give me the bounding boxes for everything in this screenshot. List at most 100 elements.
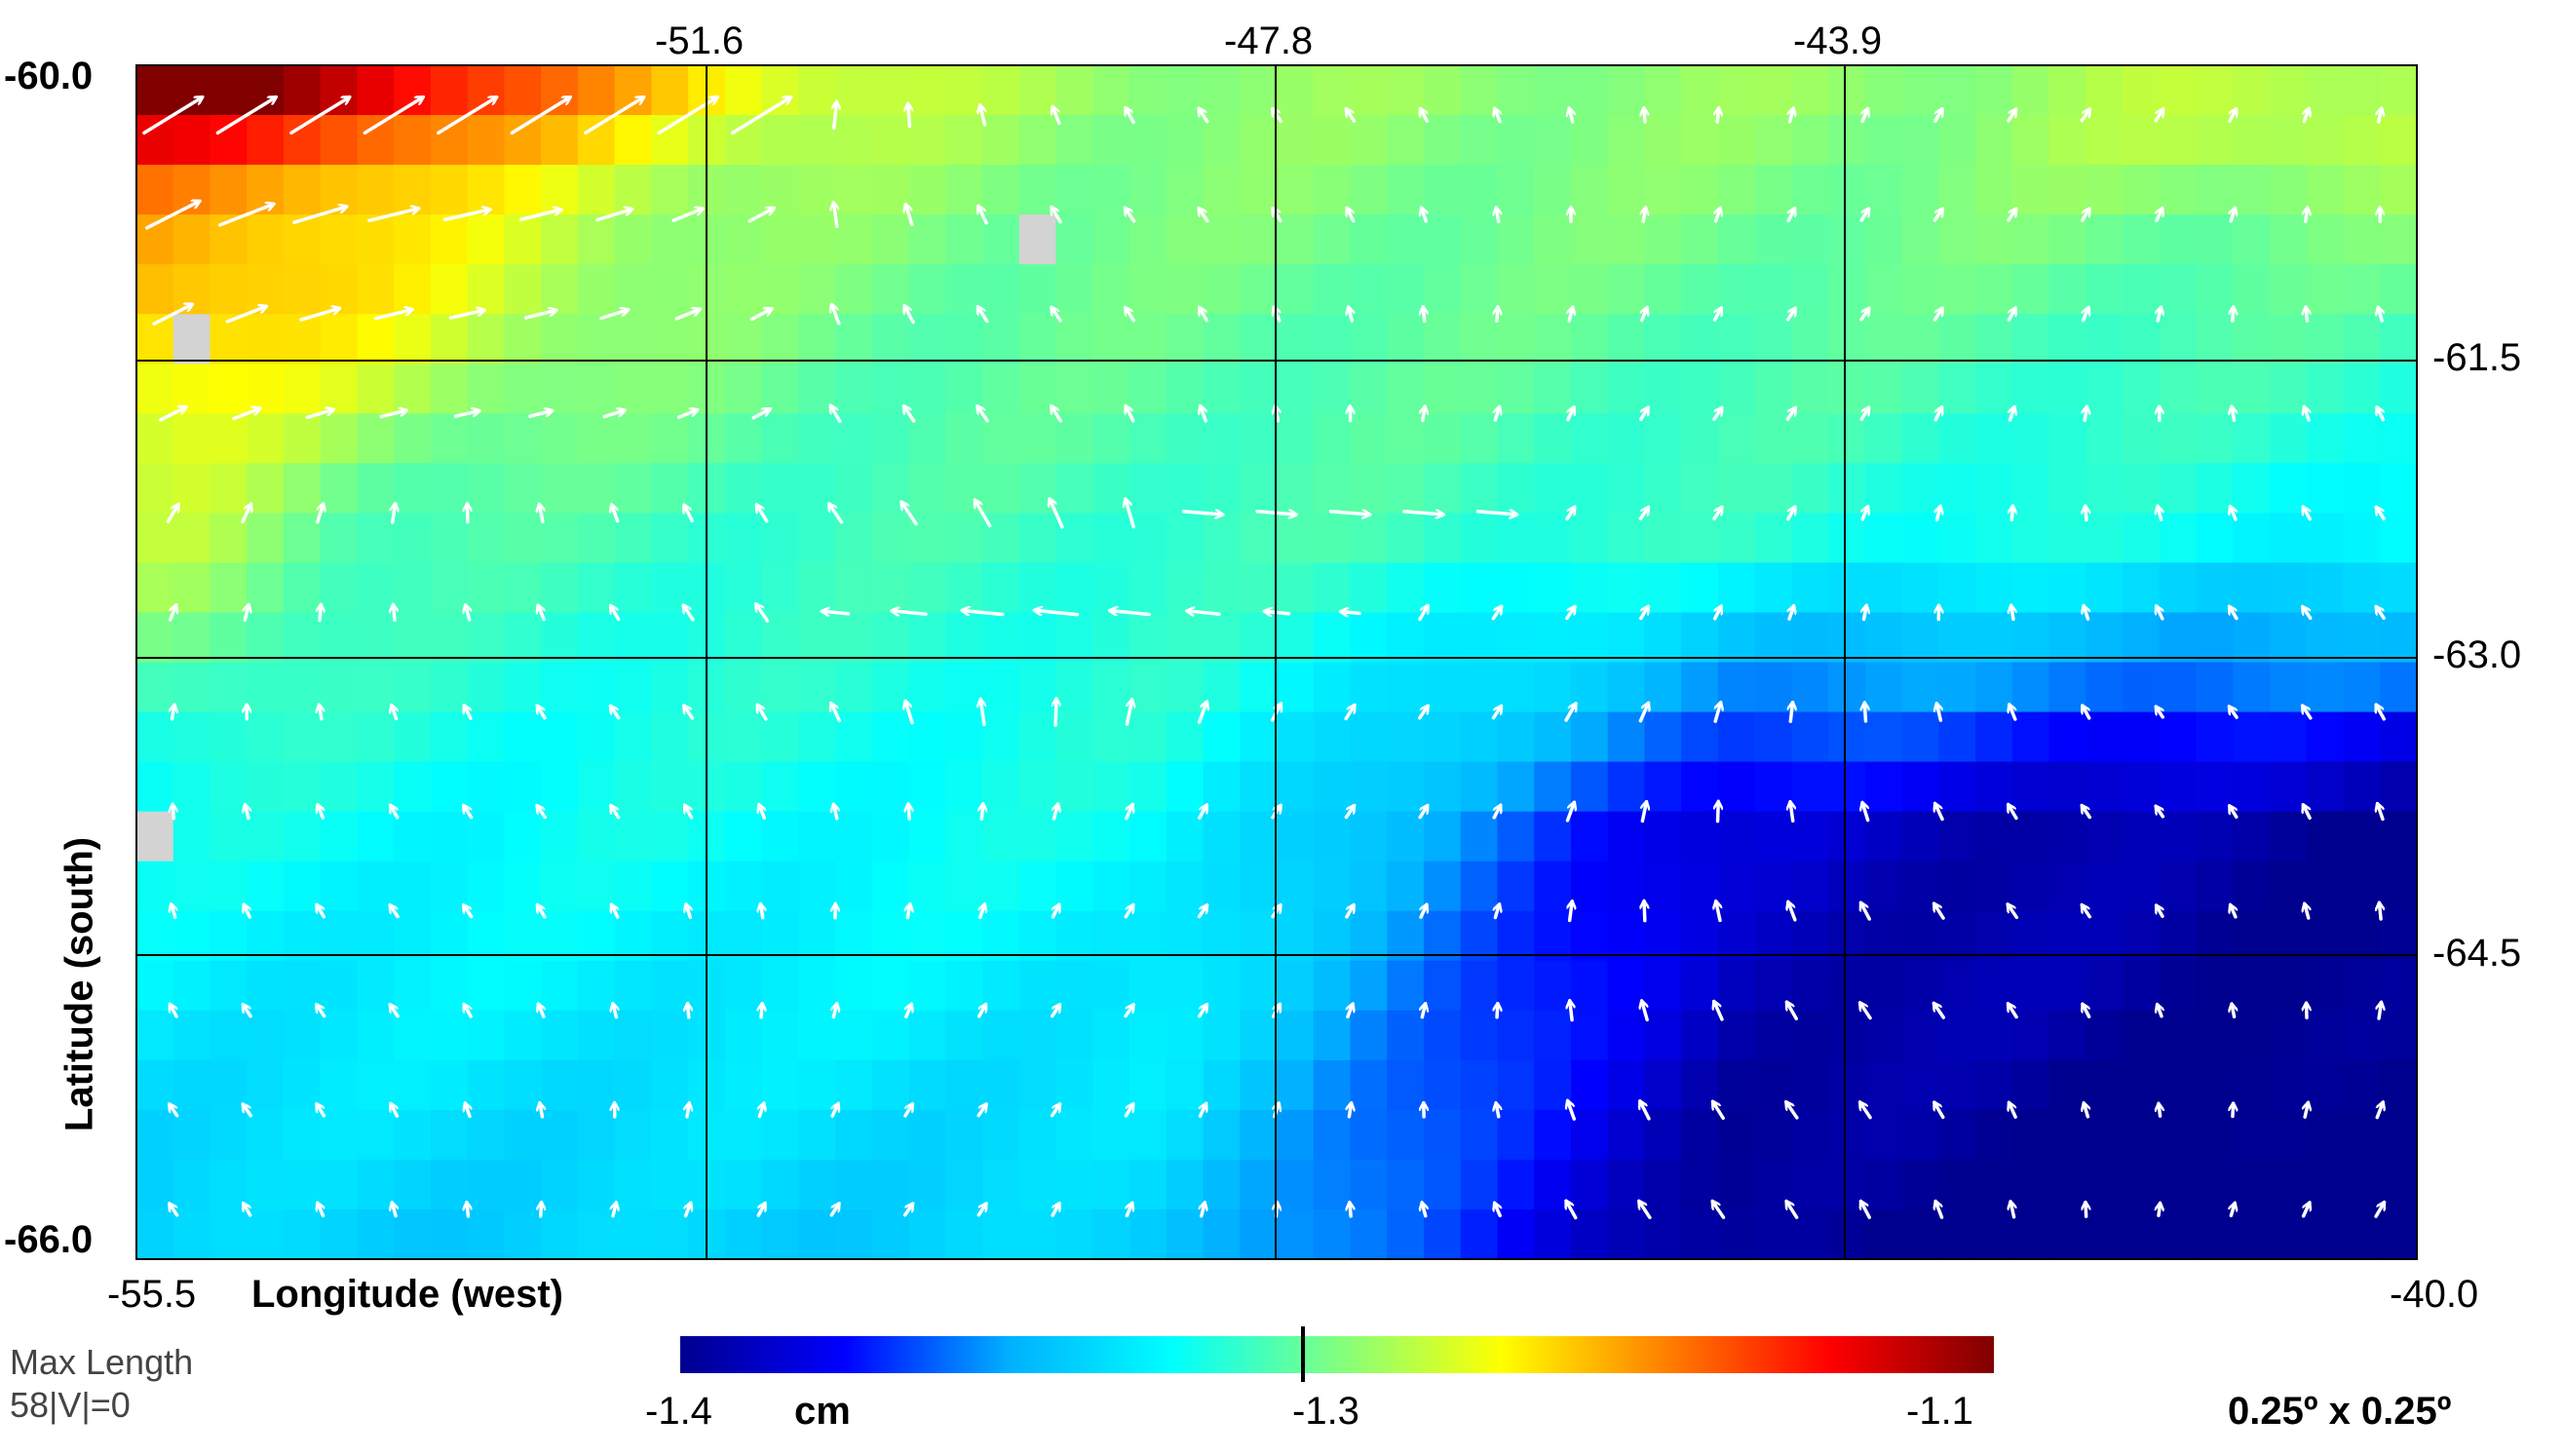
heatmap-cell xyxy=(614,662,652,713)
heatmap-cell xyxy=(1497,314,1535,364)
heatmap-cell xyxy=(2123,711,2161,763)
heatmap-cell xyxy=(1681,165,1719,215)
heatmap-cell xyxy=(1791,960,1829,1012)
heatmap-cell xyxy=(2343,1010,2381,1061)
current-vector-arrow xyxy=(232,408,260,421)
heatmap-cell xyxy=(394,612,432,664)
heatmap-cell xyxy=(2306,1159,2345,1210)
heatmap-cell xyxy=(2123,165,2161,215)
heatmap-cell xyxy=(1975,65,2013,116)
heatmap-cell xyxy=(1055,562,1093,614)
heatmap-cell xyxy=(982,1159,1020,1210)
heatmap-cell xyxy=(467,115,506,166)
heatmap-cell xyxy=(724,413,763,464)
heatmap-cell xyxy=(394,214,432,265)
heatmap-cell xyxy=(1460,910,1499,962)
heatmap-cell xyxy=(1681,1208,1719,1260)
heatmap-cell xyxy=(1166,1109,1205,1161)
current-vector-arrow xyxy=(2156,707,2164,719)
heatmap-cell xyxy=(210,910,248,962)
heatmap-cell xyxy=(1754,711,1792,763)
current-vector-arrow xyxy=(1786,1102,1799,1120)
heatmap-cell xyxy=(651,165,689,215)
current-vector-arrow xyxy=(1052,406,1062,423)
current-vector-arrow xyxy=(2007,109,2016,123)
heatmap-cell xyxy=(2196,413,2234,464)
heatmap-cell xyxy=(1938,1159,1976,1210)
heatmap-cell xyxy=(577,861,616,912)
heatmap-cell xyxy=(2086,612,2124,664)
current-vector-arrow xyxy=(537,806,547,820)
heatmap-cell xyxy=(172,1059,211,1111)
current-vector-arrow xyxy=(1052,307,1062,323)
heatmap-cell xyxy=(1975,910,2013,962)
heatmap-cell xyxy=(283,562,322,614)
heatmap-cell xyxy=(1497,811,1535,862)
heatmap-cell xyxy=(320,513,359,564)
heatmap-cell xyxy=(1092,413,1130,464)
heatmap-cell xyxy=(1460,761,1499,813)
heatmap-cell xyxy=(2011,960,2050,1012)
heatmap-cell xyxy=(2086,1159,2124,1210)
heatmap-cell xyxy=(908,463,946,514)
heatmap-cell xyxy=(614,413,652,464)
heatmap-cell xyxy=(1129,165,1167,215)
heatmap-cell xyxy=(1277,115,1315,166)
current-vector-arrow xyxy=(2301,1203,2310,1218)
heatmap-cell xyxy=(1018,1010,1057,1061)
current-vector-arrow xyxy=(318,1204,324,1218)
heatmap-cell xyxy=(614,861,652,912)
current-vector-arrow xyxy=(1350,1203,1351,1218)
heatmap-cell xyxy=(1644,711,1682,763)
heatmap-cell xyxy=(1901,364,1939,414)
heatmap-cell xyxy=(2306,1059,2345,1111)
current-vector-arrow xyxy=(170,1204,179,1217)
heatmap-cell xyxy=(504,910,542,962)
heatmap-cell xyxy=(357,513,395,564)
heatmap-cell xyxy=(1644,1059,1682,1111)
heatmap-cell xyxy=(1534,1010,1572,1061)
current-vector-arrow xyxy=(657,97,717,135)
heatmap-cell xyxy=(2233,612,2271,664)
current-vector-arrow xyxy=(1787,1002,1799,1020)
heatmap-cell xyxy=(1203,364,1241,414)
heatmap-cell xyxy=(1055,662,1093,713)
heatmap-cell xyxy=(1055,1010,1093,1061)
current-vector-arrow xyxy=(599,310,629,321)
heatmap-cell xyxy=(430,711,469,763)
heatmap-cell xyxy=(2306,463,2345,514)
heatmap-cell xyxy=(1791,761,1829,813)
heatmap-cell xyxy=(1864,761,1903,813)
heatmap-cell xyxy=(1092,214,1130,265)
heatmap-cell xyxy=(2011,612,2050,664)
heatmap-cell xyxy=(1681,761,1719,813)
heatmap-cell xyxy=(430,214,469,265)
heatmap-cell xyxy=(541,1159,579,1210)
current-vector-arrow xyxy=(1713,703,1720,723)
heatmap-cell xyxy=(247,861,285,912)
heatmap-cell xyxy=(1828,1208,1866,1260)
heatmap-cell xyxy=(1828,711,1866,763)
current-vector-arrow xyxy=(528,410,553,418)
heatmap-cell xyxy=(1644,65,1682,116)
heatmap-cell xyxy=(835,165,873,215)
heatmap-cell xyxy=(2233,861,2271,912)
current-vector-arrow xyxy=(1421,109,1430,124)
heatmap-cell xyxy=(172,513,211,564)
current-vector-arrow xyxy=(2010,407,2014,422)
heatmap-cell xyxy=(1828,165,1866,215)
current-vector-arrow xyxy=(1570,901,1573,923)
heatmap-cell xyxy=(210,65,248,116)
heatmap-cell xyxy=(1570,165,1609,215)
current-vector-arrow xyxy=(538,905,547,919)
heatmap-cell xyxy=(835,214,873,265)
heatmap-cell xyxy=(1129,1010,1167,1061)
heatmap-cell xyxy=(1166,562,1205,614)
current-vector-arrow xyxy=(671,209,703,222)
heatmap-cell xyxy=(798,562,836,614)
heatmap-cell xyxy=(1423,1059,1462,1111)
heatmap-cell xyxy=(2233,811,2271,862)
heatmap-cell xyxy=(651,513,689,564)
heatmap-cell xyxy=(2086,115,2124,166)
heatmap-cell xyxy=(1681,811,1719,862)
